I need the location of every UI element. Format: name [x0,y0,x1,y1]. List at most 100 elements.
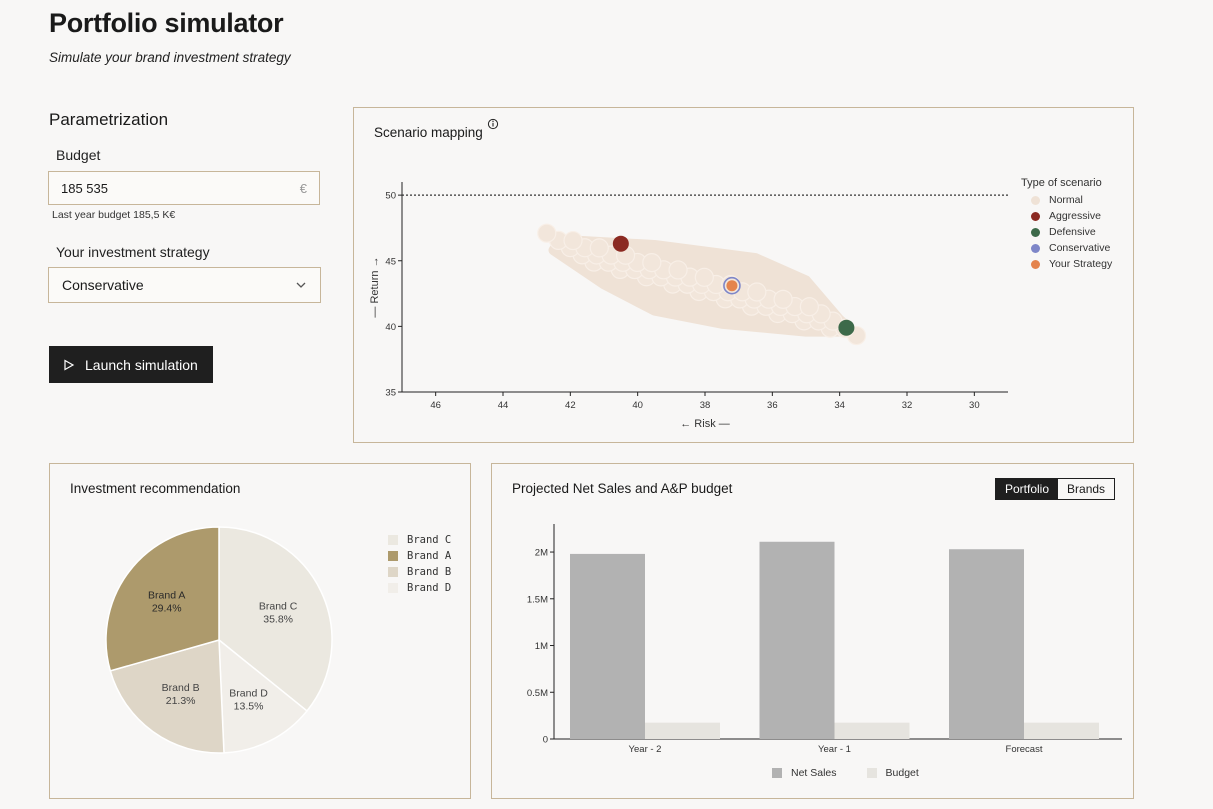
scenario-legend-item[interactable]: Defensive [1031,224,1112,240]
scenario-legend-title: Type of scenario [1021,177,1102,189]
investment-panel: Investment recommendation Brand C 35.8% Br… [49,463,471,799]
budget-field[interactable]: 185 535 € [48,171,320,205]
info-icon[interactable] [487,118,499,130]
scenario-mapping-panel: Scenario mapping 46 44 42 40 38 36 34 32 30 35 40 4… [353,107,1134,443]
y-axis-label: — Return → [369,256,381,317]
pie-slice-name: Brand B [162,682,200,694]
net-sales-swatch [772,768,782,778]
bar-legend-label: Net Sales [791,767,837,779]
pie-legend-label: Brand A [407,550,452,562]
page-subtitle: Simulate your brand investment strategy [49,50,291,65]
scenario-legend-item[interactable]: Conservative [1031,240,1112,256]
pie-slice-name: Brand A [148,589,185,601]
pie-legend-label: Brand B [407,566,452,578]
scenario-legend-item[interactable]: Normal [1031,192,1112,208]
y-tick-label: 50 [385,191,396,202]
normal-point [747,282,767,302]
legend-swatch [1031,211,1040,221]
scenario-legend-item[interactable]: Your Strategy [1031,256,1112,272]
launch-label: Launch simulation [85,356,198,373]
conservative-point [723,276,741,295]
play-icon [64,358,75,371]
x-tick-label: 44 [498,400,509,411]
pie-slice [218,638,309,754]
x-tick-label: 34 [834,400,845,411]
pie-legend-label: Brand D [407,582,452,594]
pie-legend-item[interactable]: Brand B [388,564,451,580]
budget-bar [834,722,910,739]
y-tick-label: 0 [543,735,548,746]
pie-legend-item[interactable]: Brand A [388,548,451,564]
y-tick-label: 40 [385,322,396,333]
net-sales-bar [570,553,645,739]
strategy-value: Conservative [62,277,144,293]
budget-value: 185 535 [61,180,108,196]
pie-slice [109,639,225,754]
aggressive-point [612,235,629,252]
scenario-legend-item[interactable]: Aggressive [1031,208,1112,224]
pie-legend-item[interactable]: Brand C [388,532,451,548]
scenario-scatter-chart: 46 44 42 40 38 36 34 32 30 35 40 45 50 ← Risk — — Retu… [369,182,1008,430]
legend-swatch [388,583,398,593]
projection-panel: Projected Net Sales and A&P budget Portf… [491,463,1134,799]
pie-legend: Brand C Brand A Brand B Brand D [388,532,451,596]
launch-simulation-button[interactable]: Launch simulation [49,346,213,383]
legend-swatch [1031,195,1040,205]
net-sales-bar [759,541,835,739]
projection-bar-chart: 0 0.5M 1M 1.5M 2M Year - 2 Year - 1 Forecast [527,524,1122,755]
legend-swatch [388,535,398,545]
scenario-legend-label: Normal [1049,194,1083,206]
legend-swatch [388,551,398,561]
net-sales-bar [949,549,1024,739]
y-tick-label: 45 [385,256,396,267]
normal-scenario-points [537,223,867,346]
pie-legend-item[interactable]: Brand D [388,580,451,596]
normal-point [589,238,609,258]
x-tick-label: 40 [632,400,643,411]
toggle-portfolio[interactable]: Portfolio [996,479,1059,499]
legend-swatch [1031,227,1040,237]
x-tick-label: 36 [767,400,778,411]
pie-legend-label: Brand C [407,534,452,546]
normal-point [642,252,662,273]
legend-swatch [1031,259,1040,269]
legend-swatch [1031,243,1040,253]
projection-title: Projected Net Sales and A&P budget [512,481,733,496]
y-tick-label: 1M [535,641,548,652]
view-toggle: Portfolio Brands [995,478,1116,500]
bar-legend-item: Net Sales [772,765,837,781]
bar-legend-item: Budget [866,765,919,781]
y-tick-label: 0.5M [527,688,548,699]
strategy-select[interactable]: Conservative [48,267,321,303]
chevron-down-icon [296,282,306,288]
y-tick-label: 2M [535,548,548,559]
x-tick-label: 38 [700,400,711,411]
strategy-label: Your investment strategy [56,244,210,260]
investment-title: Investment recommendation [70,481,241,496]
pie-slice-label: 13.5% [234,700,264,712]
y-tick-label: 35 [385,388,396,399]
investment-pie-chart: Brand C35.8% Brand D13.5% Brand B21.3% Bran… [105,526,333,754]
budget-bar [1024,722,1099,739]
x-tick-label: Year - 2 [629,744,662,755]
pie-slice-label: 21.3% [166,695,196,707]
scenario-legend-label: Aggressive [1049,210,1101,222]
x-tick-label: 46 [430,400,441,411]
budget-label: Budget [56,147,101,163]
budget-swatch [866,768,877,778]
toggle-brands[interactable]: Brands [1067,482,1106,496]
x-tick-label: Year - 1 [818,744,851,755]
x-tick-label: 32 [902,400,913,411]
your-strategy-point [726,280,738,292]
scenario-legend-label: Conservative [1049,242,1111,254]
scenario-legend-label: Your Strategy [1049,258,1113,270]
normal-point [668,260,688,280]
normal-point [563,230,583,251]
normal-point [694,267,714,287]
budget-bar [645,722,720,739]
pie-slice [105,526,220,672]
budget-hint: Last year budget 185,5 K€ [52,209,176,221]
normal-point [799,297,819,317]
x-tick-label: Forecast [1006,744,1043,755]
scenario-title: Scenario mapping [374,125,483,140]
